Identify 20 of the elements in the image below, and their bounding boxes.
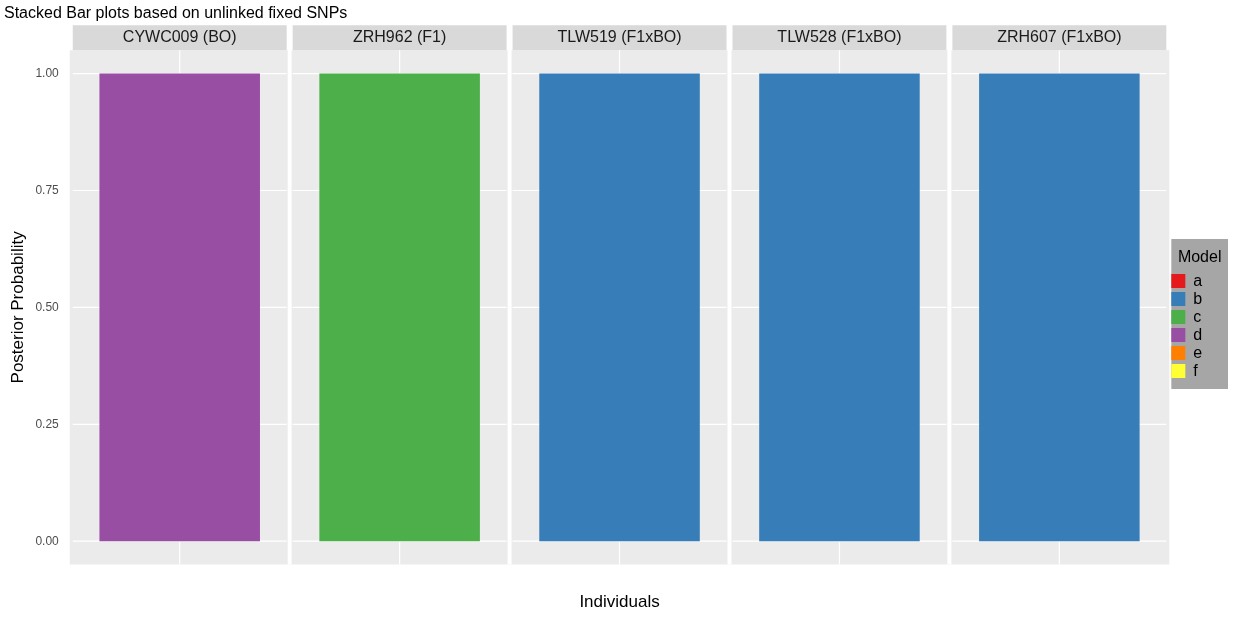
x-tick-label: TLW528 (F1xBO) <box>777 28 902 46</box>
legend-label: f <box>1193 361 1216 379</box>
x-tick-label: ZRH607 (F1xBO) <box>997 28 1122 46</box>
y-tick-label: 0.00 <box>35 533 60 548</box>
x-tick-label: TLW519 (F1xBO) <box>557 28 682 46</box>
chart-title: Stacked Bar plots based on unlinked fixed SNPs <box>4 4 348 22</box>
legend-label: d <box>1193 325 1221 343</box>
legend-label: e <box>1193 343 1221 361</box>
legend-label: b <box>1193 289 1221 307</box>
y-axis-title: Posterior Probability <box>7 230 27 384</box>
y-tick-label: 1.00 <box>35 65 60 80</box>
x-axis-title: Individuals <box>579 592 660 612</box>
x-tick-label: ZRH962 (F1) <box>352 28 447 46</box>
legend-title: Model <box>1177 248 1222 266</box>
legend-label: c <box>1193 307 1220 325</box>
y-tick-label: 0.50 <box>35 299 60 314</box>
x-tick-label: CYWC009 (BO) <box>122 28 237 46</box>
y-tick-label: 0.75 <box>35 182 60 197</box>
y-tick-label: 0.25 <box>35 416 60 431</box>
legend-label: a <box>1193 271 1221 289</box>
